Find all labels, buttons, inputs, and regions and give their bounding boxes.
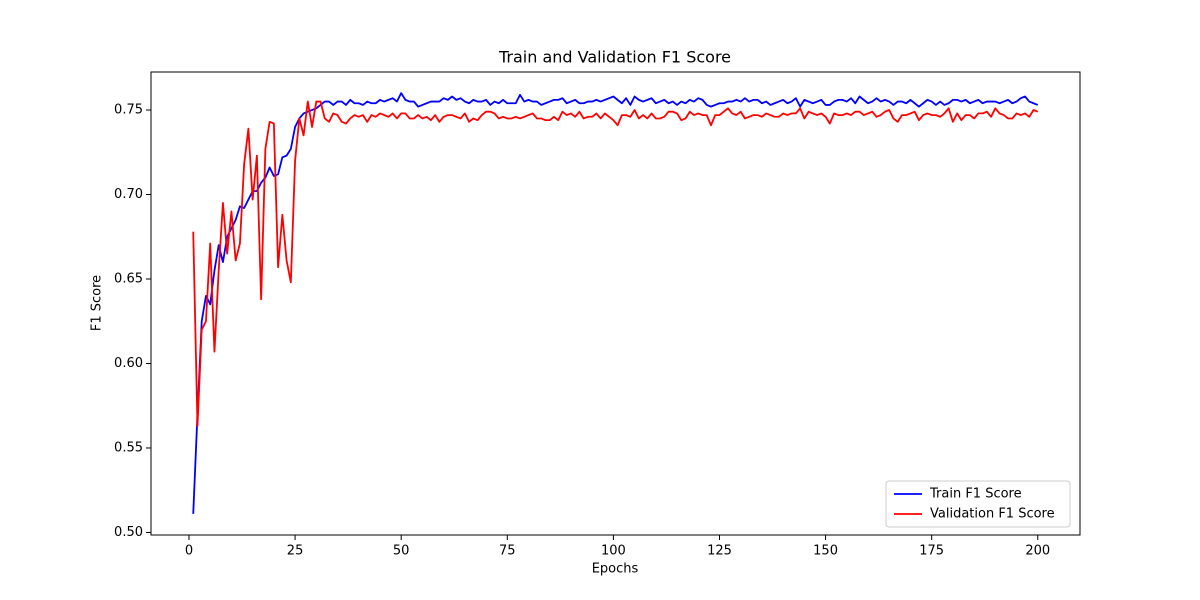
x-axis-label: Epochs [592,562,639,577]
x-tick-label: 50 [393,544,410,559]
y-tick-label: 0.65 [114,271,143,286]
y-tick-label: 0.60 [114,356,143,371]
chart-title: Train and Validation F1 Score [498,48,731,67]
x-tick-label: 0 [185,544,193,559]
legend-label: Validation F1 Score [930,507,1055,522]
x-tick-label: 125 [707,544,732,559]
y-tick-label: 0.75 [114,103,143,118]
series-line [192,92,1039,514]
plot-frame [150,71,1081,536]
y-tick-label: 0.70 [114,187,143,202]
x-tick-label: 25 [287,544,304,559]
x-tick-label: 75 [499,544,516,559]
y-tick-label: 0.55 [114,440,143,455]
y-tick-label: 0.50 [114,525,143,540]
x-tick-label: 200 [1025,544,1050,559]
x-tick-label: 150 [813,544,838,559]
x-tick-label: 100 [601,544,626,559]
x-tick-label: 175 [919,544,944,559]
legend-box [885,480,1071,528]
y-axis-label: F1 Score [90,275,105,331]
legend-label: Train F1 Score [929,487,1022,502]
series-line [192,100,1039,427]
